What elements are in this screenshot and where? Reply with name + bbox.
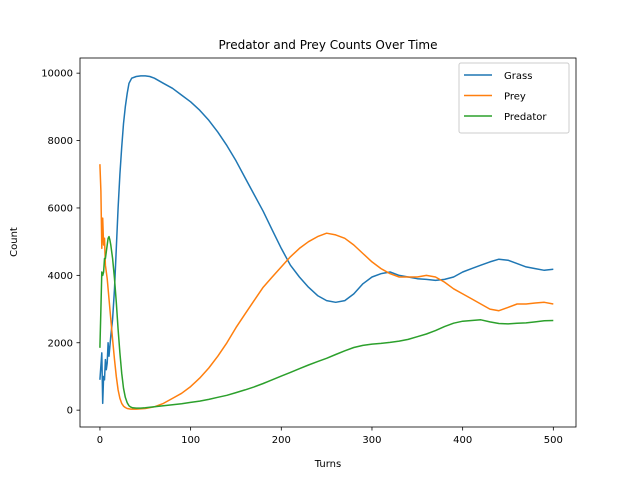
x-axis-ticks: 0 100 200 300 400 500: [97, 427, 563, 446]
series-layer: [99, 75, 554, 410]
y-tick-label: 8000: [48, 136, 73, 147]
y-axis-label: Count: [9, 227, 20, 257]
y-tick-label: 2000: [48, 338, 73, 349]
x-tick-label: 200: [272, 435, 291, 446]
x-tick-label: 100: [181, 435, 200, 446]
legend-label-predator: Predator: [504, 112, 547, 123]
x-axis-label: Turns: [314, 459, 341, 470]
y-axis-ticks: 0 2000 4000 6000 8000 10000: [41, 69, 80, 417]
legend-label-prey: Prey: [504, 92, 526, 103]
y-tick-label: 10000: [41, 69, 73, 80]
series-line-grass: [99, 75, 554, 405]
legend-label-grass: Grass: [504, 71, 532, 82]
series-line-predator: [99, 235, 554, 409]
legend: Grass Prey Predator: [458, 62, 570, 134]
y-tick-label: 0: [67, 406, 73, 417]
series-line-prey: [99, 164, 554, 410]
x-tick-label: 400: [453, 435, 472, 446]
y-tick-label: 6000: [48, 203, 73, 214]
x-tick-label: 300: [362, 435, 381, 446]
chart-title: Predator and Prey Counts Over Time: [219, 38, 438, 52]
x-tick-label: 500: [544, 435, 563, 446]
y-tick-label: 4000: [48, 271, 73, 282]
x-tick-label: 0: [97, 435, 103, 446]
plot-frame: [79, 57, 577, 428]
